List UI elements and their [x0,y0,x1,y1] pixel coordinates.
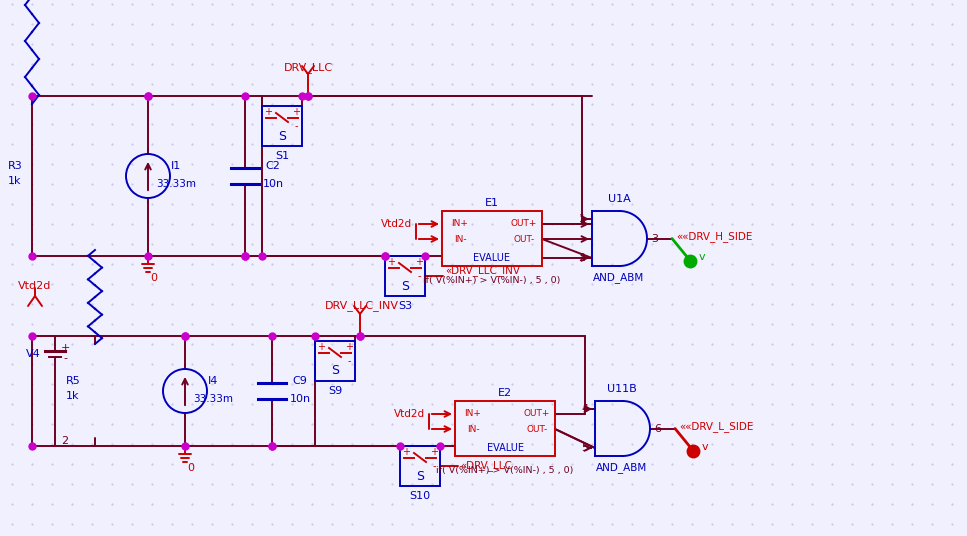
Text: if( V(%IN+) > V(%IN-) , 5 , 0): if( V(%IN+) > V(%IN-) , 5 , 0) [424,276,561,285]
Text: +: + [317,342,325,352]
Text: C2: C2 [266,161,280,171]
Text: +: + [387,257,395,267]
Text: ««DRV_H_SIDE: ««DRV_H_SIDE [676,231,752,242]
Text: 6: 6 [655,423,661,434]
Text: IN-: IN- [454,235,466,243]
Text: S3: S3 [398,301,412,311]
Text: 1k: 1k [9,176,21,186]
Text: IN-: IN- [467,425,480,434]
Text: +: + [264,107,272,117]
Text: S: S [401,279,409,293]
Text: S1: S1 [275,151,289,161]
Text: U11B: U11B [607,384,637,394]
Text: DRV_LLC_INV: DRV_LLC_INV [325,301,399,311]
Text: «DRV_LLC: «DRV_LLC [460,460,512,472]
Text: if( V(%IN+) > V(%IN-) , 5 , 0): if( V(%IN+) > V(%IN-) , 5 , 0) [436,465,573,474]
Text: v: v [702,442,708,451]
Text: AND_ABM: AND_ABM [597,463,648,473]
Text: DRV_LLC: DRV_LLC [283,63,333,73]
Text: Vtd2d: Vtd2d [381,219,412,229]
Text: S10: S10 [409,491,430,501]
Bar [262,106,302,146]
Text: 4: 4 [581,404,589,414]
Text: OUT+: OUT+ [524,410,550,419]
Text: 2: 2 [578,253,586,263]
Text: S: S [331,364,339,377]
Text: -: - [432,461,436,471]
Text: OUT-: OUT- [526,425,547,434]
Text: 1: 1 [578,214,585,224]
Text: -: - [294,121,298,131]
Text: +: + [292,107,300,117]
Text: 1k: 1k [67,391,79,401]
Text: EVALUE: EVALUE [474,253,511,263]
Text: -: - [347,356,351,366]
Text: +: + [415,257,423,267]
Text: 10n: 10n [262,179,283,189]
Text: «DRV_LLC_INV: «DRV_LLC_INV [445,265,520,277]
Bar [455,401,555,456]
Text: 10n: 10n [289,394,310,404]
Text: 2: 2 [62,436,69,446]
Text: 33.33m: 33.33m [156,179,196,189]
Text: AND_ABM: AND_ABM [594,272,645,284]
Bar [385,256,425,296]
Text: -: - [63,353,67,363]
Text: OUT+: OUT+ [511,220,538,228]
Text: Vtd2d: Vtd2d [394,409,425,419]
Text: R3: R3 [8,161,22,171]
Text: S9: S9 [328,386,342,396]
Text: 0: 0 [188,463,194,473]
Text: OUT-: OUT- [513,235,535,243]
Bar [400,446,440,486]
Text: E1: E1 [485,198,499,208]
Text: Vtd2d: Vtd2d [18,281,51,291]
Text: -: - [417,271,421,281]
Bar [315,341,355,381]
Text: 0: 0 [151,273,158,283]
Text: IN+: IN+ [464,410,482,419]
Text: R5: R5 [66,376,80,386]
Text: 33.33m: 33.33m [193,394,233,404]
Text: +: + [402,447,410,457]
Text: 3: 3 [652,234,659,243]
Text: I4: I4 [208,376,219,386]
Text: S: S [416,470,424,482]
Text: +: + [60,343,70,353]
Text: +: + [345,342,353,352]
Text: I1: I1 [171,161,181,171]
Text: U1A: U1A [607,194,630,204]
Text: C9: C9 [293,376,308,386]
Text: v: v [699,251,705,262]
Text: ««DRV_L_SIDE: ««DRV_L_SIDE [679,421,753,432]
Text: S: S [278,130,286,143]
Text: +: + [430,447,438,457]
Text: E2: E2 [498,388,513,398]
Text: EVALUE: EVALUE [486,443,523,453]
Text: IN+: IN+ [452,220,468,228]
Bar [442,211,542,266]
Text: 5: 5 [581,443,589,453]
Text: V4: V4 [25,349,41,359]
